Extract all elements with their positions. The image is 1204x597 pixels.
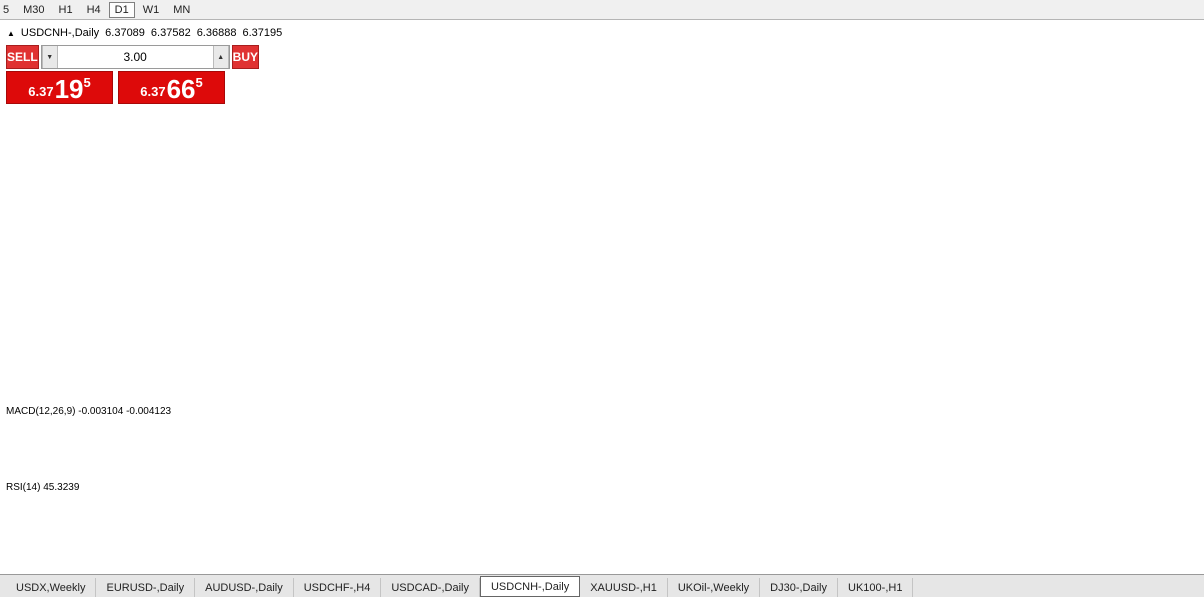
- buy-price-pipette: 5: [195, 75, 203, 90]
- macd-indicator-label: MACD(12,26,9) -0.003104 -0.004123: [6, 406, 172, 417]
- timeframe-button-d1[interactable]: D1: [108, 1, 135, 18]
- ohlc-open: 6.37089: [105, 27, 145, 39]
- volume-increase-button[interactable]: ▲: [212, 46, 229, 68]
- timeframe-button-h4[interactable]: H4: [86, 3, 101, 16]
- chart-tab-usdcnh-daily[interactable]: USDCNH-,Daily: [479, 576, 581, 597]
- chart-tab-usdchf-h4[interactable]: USDCHF-,H4: [294, 578, 382, 597]
- sell-price-display[interactable]: 6.37 19 5: [6, 71, 113, 104]
- sell-price-big-digits: 19: [54, 74, 84, 105]
- chart-tab-xauusd-h1[interactable]: XAUUSD-,H1: [580, 578, 668, 597]
- ohlc-close: 6.37195: [242, 27, 283, 39]
- buy-price-prefix: 6.37: [140, 84, 166, 99]
- volume-decrease-button[interactable]: ▼: [41, 46, 58, 68]
- sell-button[interactable]: SELL: [6, 45, 39, 69]
- chart-header: ▲ USDCNH-,Daily 6.37089 6.37582 6.36888 …: [7, 27, 282, 39]
- buy-price-display[interactable]: 6.37 66 5: [118, 71, 225, 104]
- volume-control: ▼ ▲: [40, 45, 230, 69]
- chart-tab-usdx-weekly[interactable]: USDX,Weekly: [6, 578, 97, 597]
- timeframe-button-w1[interactable]: W1: [142, 3, 160, 16]
- chart-tab-ukoil-weekly[interactable]: UKOil-,Weekly: [668, 578, 761, 597]
- timeframe-button-5[interactable]: 5: [3, 3, 10, 16]
- one-click-trading-panel: SELL ▼ ▲ BUY 6.37 19 5 6.37 66 5: [6, 45, 260, 104]
- volume-input[interactable]: [57, 46, 213, 68]
- buy-price-big-digits: 66: [166, 74, 196, 105]
- price-axis[interactable]: [1160, 0, 1204, 574]
- chart-tab-uk100-h1[interactable]: UK100-,H1: [838, 578, 914, 597]
- chart-tab-audusd-daily[interactable]: AUDUSD-,Daily: [195, 578, 294, 597]
- sell-price-prefix: 6.37: [28, 84, 54, 99]
- timeframe-button-m30[interactable]: M30: [23, 3, 45, 16]
- ohlc-high: 6.37582: [150, 27, 191, 39]
- rsi-indicator-label: RSI(14) 45.3239: [6, 482, 80, 493]
- timeframe-button-h1[interactable]: H1: [58, 3, 73, 16]
- chart-tabbar: USDX,Weekly EURUSD-,Daily AUDUSD-,Daily USD…: [0, 574, 1204, 597]
- chart-marker-icon: ▲: [7, 28, 15, 38]
- timeframe-button-mn[interactable]: MN: [173, 3, 191, 16]
- chart-tab-dj30-daily[interactable]: DJ30-,Daily: [760, 578, 839, 597]
- timeframe-toolbar: 5 M30 H1 H4 D1 W1 MN: [0, 0, 1204, 20]
- chart-tab-eurusd-daily[interactable]: EURUSD-,Daily: [96, 578, 196, 597]
- sell-price-pipette: 5: [83, 75, 91, 90]
- chart-tab-usdcad-daily[interactable]: USDCAD-,Daily: [381, 578, 480, 597]
- ohlc-low: 6.36888: [196, 27, 237, 39]
- buy-button[interactable]: BUY: [231, 45, 260, 69]
- chart-title: USDCNH-,Daily: [20, 27, 100, 39]
